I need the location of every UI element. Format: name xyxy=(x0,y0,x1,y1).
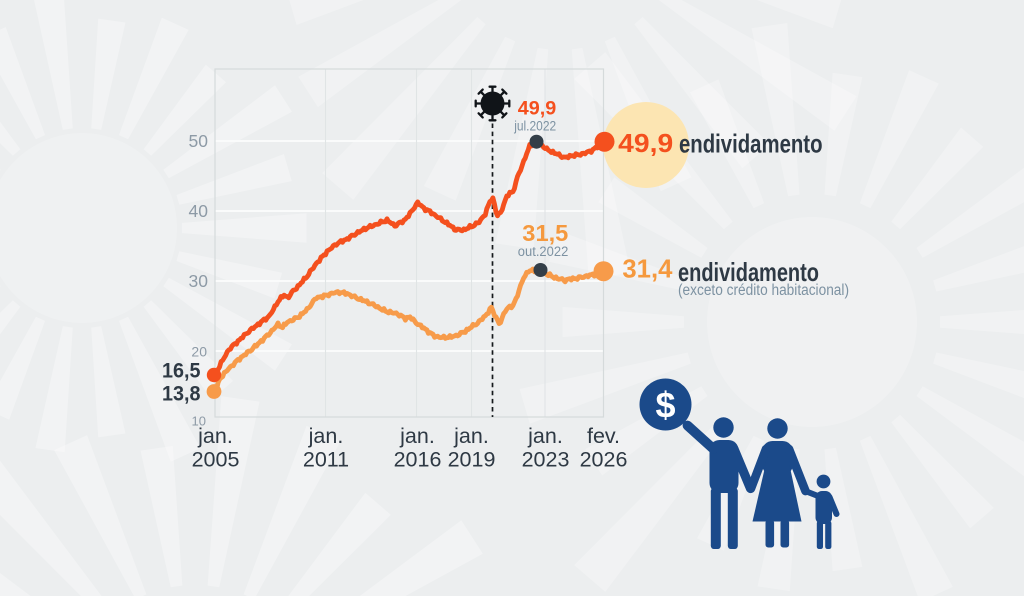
svg-text:out.2022: out.2022 xyxy=(518,244,569,259)
svg-text:30: 30 xyxy=(189,271,209,291)
svg-text:13,8: 13,8 xyxy=(162,383,201,406)
svg-text:jan.: jan. xyxy=(308,424,344,448)
svg-text:49,9: 49,9 xyxy=(618,128,673,158)
svg-text:2016: 2016 xyxy=(394,448,442,472)
svg-text:2023: 2023 xyxy=(522,448,570,472)
svg-text:10: 10 xyxy=(192,414,206,429)
svg-text:$: $ xyxy=(655,385,675,426)
svg-text:50: 50 xyxy=(189,131,209,151)
svg-text:jan.: jan. xyxy=(399,424,435,448)
svg-text:jan.: jan. xyxy=(453,424,489,448)
svg-text:jul.2022: jul.2022 xyxy=(513,119,556,134)
svg-text:endividamento: endividamento xyxy=(679,129,823,159)
svg-text:fev.: fev. xyxy=(587,424,620,448)
svg-text:(exceto crédito habitacional): (exceto crédito habitacional) xyxy=(678,282,849,299)
svg-text:2005: 2005 xyxy=(192,448,240,472)
svg-text:endividamento: endividamento xyxy=(678,257,819,287)
svg-text:49,9: 49,9 xyxy=(518,98,557,120)
svg-text:jan.: jan. xyxy=(527,424,563,448)
svg-text:jan.: jan. xyxy=(197,424,233,448)
svg-text:16,5: 16,5 xyxy=(162,360,201,383)
svg-text:20: 20 xyxy=(191,344,207,360)
svg-text:40: 40 xyxy=(189,201,209,221)
svg-text:31,4: 31,4 xyxy=(622,254,673,284)
svg-text:31,5: 31,5 xyxy=(522,220,568,246)
svg-text:2011: 2011 xyxy=(303,448,349,472)
svg-text:2026: 2026 xyxy=(580,448,628,472)
svg-text:2019: 2019 xyxy=(448,448,496,472)
